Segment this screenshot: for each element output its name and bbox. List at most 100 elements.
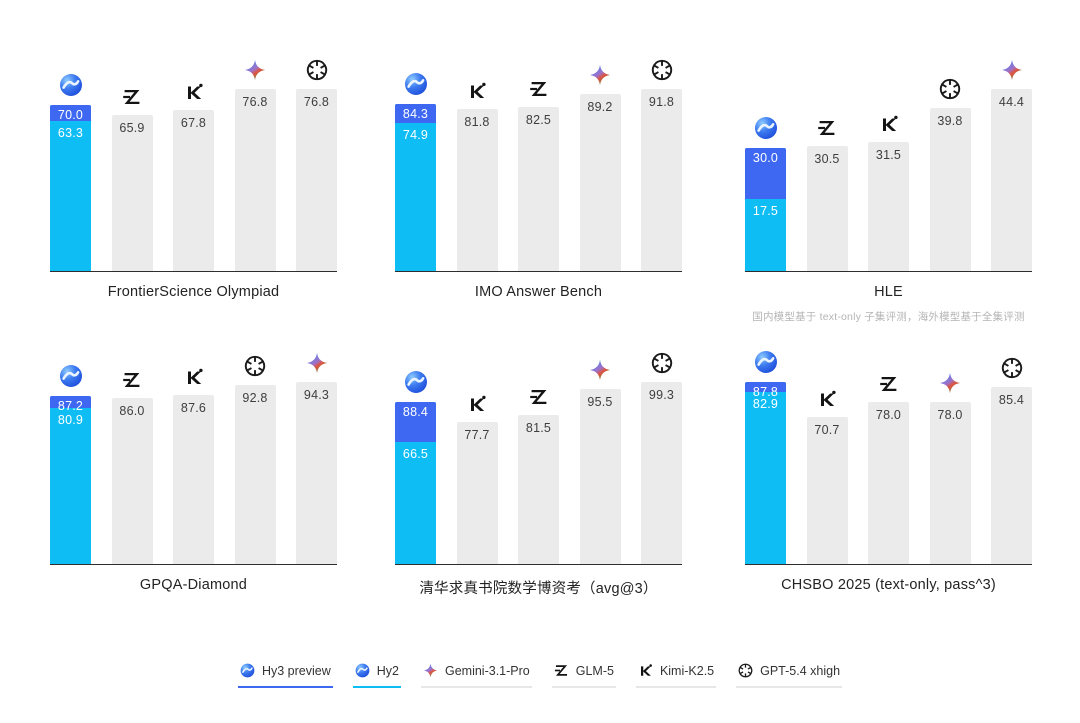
glm-icon	[554, 663, 569, 678]
hunyuan-icon	[59, 364, 83, 388]
bar-group-kimi-k2-5: 67.8	[173, 42, 214, 271]
value-label: 30.5	[814, 152, 840, 166]
value-label: 99.3	[648, 388, 675, 402]
bar-group-gemini-3-1-pro: 44.4	[991, 42, 1032, 271]
bar-gpt-5-4-xhigh: 92.8	[234, 384, 276, 564]
bar-group-gemini-3-1-pro: 95.5	[579, 335, 621, 564]
chart-chsbo-2025: 87.8 82.9 70.7 78.0 78.0 85.4 CHSBO 2025 (…	[745, 335, 1032, 593]
hunyuan-icon	[404, 72, 428, 96]
chart-imo-answer-bench: 84.3 74.9 81.8 82.5 89.2 91.8 IMO Answer B…	[395, 42, 682, 300]
bar-glm-5: 86.0	[111, 398, 153, 564]
chart-hle: 30.0 17.5 30.5 31.5 39.8 44.4 HLE 国内模型基于 t…	[745, 42, 1032, 324]
bar-group-gpt-5-4-xhigh: 92.8	[234, 335, 276, 564]
bar-group-hy3-preview-hy2: 70.0 63.3	[50, 42, 91, 271]
bar-group-hy3-preview-hy2: 88.4 66.5	[395, 335, 436, 564]
bar-group-glm-5: 86.0	[111, 335, 153, 564]
bar-gemini-3-1-pro: 76.8	[234, 89, 276, 271]
bar-group-gpt-5-4-xhigh: 85.4	[991, 335, 1032, 564]
bar-kimi-k2-5: 31.5	[868, 141, 909, 271]
bar-group-gemini-3-1-pro: 94.3	[296, 335, 337, 564]
legend: Hy3 preview Hy2 Gemini-3.1-Pro GLM-5 Kim…	[0, 663, 1080, 688]
gemini-icon	[306, 352, 328, 374]
bar-segment-hy3	[395, 402, 436, 443]
legend-item-kimi-k2-5: Kimi-K2.5	[635, 663, 717, 688]
chart-title: CHSBO 2025 (text-only, pass^3)	[781, 577, 996, 593]
value-label: 76.8	[242, 95, 268, 109]
value-label: 44.4	[998, 95, 1025, 109]
chart-frontierscience-olympiad: 70.0 63.3 65.9 67.8 76.8 76.8 FrontierScie…	[50, 42, 337, 300]
value-label-hy3: 84.3	[402, 106, 429, 121]
bar-group-kimi-k2-5: 77.7	[456, 335, 498, 564]
bar-group-gpt-5-4-xhigh: 91.8	[641, 42, 682, 271]
bar-group-gemini-3-1-pro: 76.8	[234, 42, 276, 271]
value-label: 89.2	[587, 100, 613, 115]
legend-label: Hy2	[376, 663, 399, 678]
value-label: 81.5	[525, 420, 552, 435]
bar-gpt-5-4-xhigh: 85.4	[991, 387, 1032, 564]
glm-icon	[817, 118, 837, 138]
gemini-icon	[423, 663, 438, 678]
bar-group-glm-5: 81.5	[518, 335, 559, 564]
legend-item-glm-5: GLM-5	[551, 663, 616, 688]
legend-label: GLM-5	[575, 663, 614, 678]
legend-item-gpt-5-4-xhigh: GPT-5.4 xhigh	[736, 663, 843, 688]
bar-hunyuan: 70.0 63.3	[50, 105, 91, 271]
value-label: 65.9	[119, 120, 145, 135]
bar-kimi-k2-5: 70.7	[806, 417, 848, 564]
value-label: 95.5	[587, 395, 613, 409]
gemini-icon	[939, 372, 961, 394]
value-label-hy3: 70.0	[57, 108, 84, 123]
kimi-icon	[817, 389, 837, 409]
legend-label: Kimi-K2.5	[659, 663, 715, 678]
bar-group-glm-5: 30.5	[806, 42, 848, 271]
bar-kimi-k2-5: 77.7	[456, 421, 498, 564]
bar-segment-hy3	[745, 382, 786, 393]
value-label: 76.8	[303, 95, 330, 109]
kimi-icon	[467, 394, 487, 414]
glm-icon	[529, 387, 549, 407]
value-label-hy3: 87.8	[752, 385, 779, 399]
openai-icon	[244, 355, 266, 377]
value-label: 78.0	[875, 408, 902, 423]
hunyuan-icon	[404, 370, 428, 394]
bar-glm-5: 82.5	[518, 107, 559, 271]
hunyuan-icon	[355, 663, 370, 678]
bar-glm-5: 81.5	[518, 414, 559, 564]
bar-hunyuan: 87.2 80.9	[50, 395, 91, 564]
bar-gemini-3-1-pro: 89.2	[579, 94, 621, 271]
bar-kimi-k2-5: 67.8	[173, 110, 214, 271]
hunyuan-icon	[754, 350, 778, 374]
value-label: 94.3	[303, 388, 330, 402]
bar-segment-hy3	[50, 105, 91, 121]
plot-area: 70.0 63.3 65.9 67.8 76.8 76.8	[50, 42, 337, 272]
glm-icon	[122, 87, 142, 107]
value-label-hy2: 82.9	[752, 397, 779, 412]
bar-gemini-3-1-pro: 95.5	[579, 389, 621, 564]
chart-title: FrontierScience Olympiad	[107, 284, 280, 300]
chart-title: GPQA-Diamond	[139, 577, 248, 593]
plot-area: 88.4 66.5 77.7 81.5 95.5 99.3	[395, 335, 682, 565]
bar-group-kimi-k2-5: 31.5	[868, 42, 909, 271]
bar-gpt-5-4-xhigh: 39.8	[929, 107, 971, 271]
kimi-icon	[638, 663, 653, 678]
value-label: 78.0	[937, 408, 963, 423]
bar-group-glm-5: 82.5	[518, 42, 559, 271]
value-label: 81.8	[464, 114, 490, 129]
value-label: 91.8	[648, 95, 675, 109]
value-label-hy2: 17.5	[752, 204, 779, 219]
bar-hunyuan: 87.8 82.9	[745, 382, 786, 564]
plot-area: 84.3 74.9 81.8 82.5 89.2 91.8	[395, 42, 682, 272]
value-label: 67.8	[180, 116, 207, 131]
bar-segment-hy3	[50, 395, 91, 408]
bar-group-hy3-preview-hy2: 87.8 82.9	[745, 335, 786, 564]
legend-label: Gemini-3.1-Pro	[444, 663, 530, 678]
value-label: 77.7	[464, 427, 490, 442]
bar-glm-5: 65.9	[111, 114, 153, 271]
value-label-hy2: 63.3	[57, 126, 84, 140]
bar-gemini-3-1-pro: 78.0	[929, 402, 971, 564]
glm-icon	[122, 370, 142, 390]
gemini-icon	[589, 64, 611, 86]
bar-group-glm-5: 65.9	[111, 42, 153, 271]
openai-icon	[1001, 357, 1023, 379]
glm-icon	[879, 374, 899, 394]
